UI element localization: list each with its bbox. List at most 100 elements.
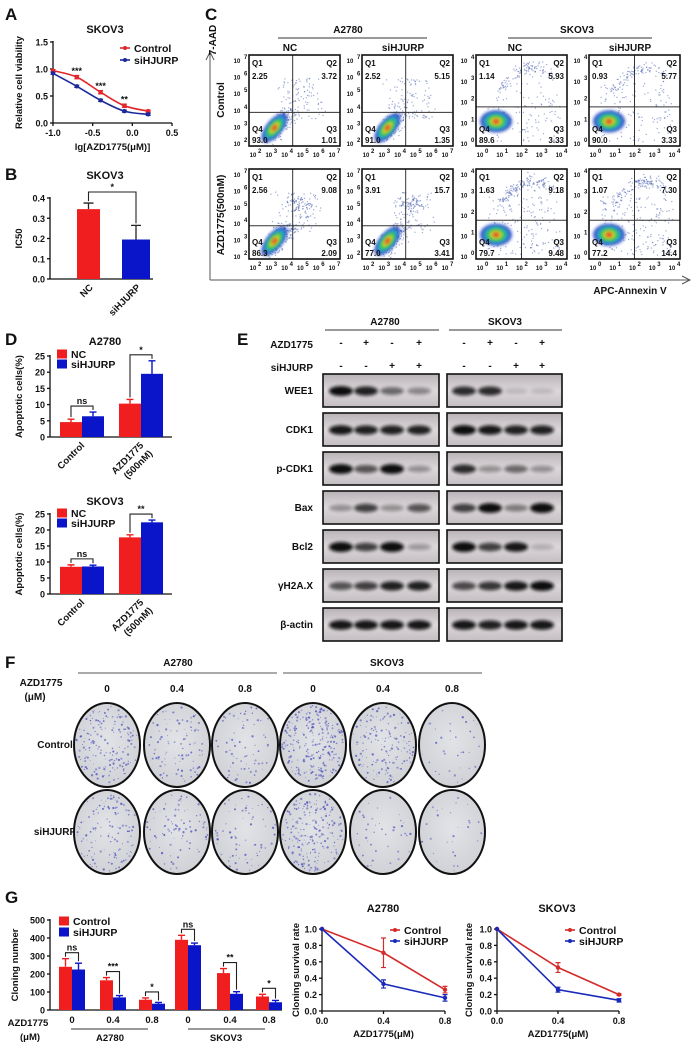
- event-dot: [641, 116, 643, 118]
- colony: [324, 721, 327, 724]
- colony: [315, 773, 318, 776]
- colony: [234, 836, 237, 839]
- colony: [205, 829, 207, 831]
- event-dot: [401, 229, 403, 232]
- event-dot: [615, 89, 617, 91]
- event-dot: [502, 85, 505, 87]
- colony: [321, 737, 323, 739]
- event-dot: [520, 253, 522, 255]
- event-dot: [380, 235, 382, 237]
- x-tick-base: 10: [297, 153, 304, 159]
- colony: [125, 763, 128, 766]
- event-dot: [519, 246, 521, 248]
- colony: [441, 709, 444, 712]
- colony: [107, 835, 110, 837]
- event-dot: [553, 188, 555, 190]
- event-dot: [500, 86, 502, 89]
- protein-band: [504, 504, 528, 512]
- y-tick-label: 0.2: [304, 990, 317, 1000]
- quadrant-name: Q3: [666, 125, 677, 134]
- event-dot: [515, 65, 517, 67]
- colony: [443, 752, 446, 755]
- event-dot: [408, 205, 410, 207]
- colony: [285, 824, 287, 826]
- event-dot: [401, 242, 403, 245]
- y-tick-base: 10: [347, 125, 354, 131]
- event-dot: [428, 117, 430, 120]
- event-dot: [611, 215, 613, 217]
- colony: [323, 862, 325, 864]
- y-tick-label: 0.4: [479, 974, 492, 984]
- x-tick-label: 0.0: [316, 1016, 329, 1026]
- colony: [111, 836, 113, 838]
- colony: [282, 747, 285, 750]
- significance-label: *: [150, 982, 154, 992]
- colony: [187, 754, 190, 756]
- y-axis-label: Cloning survival rate: [464, 923, 475, 1017]
- colony: [94, 730, 96, 733]
- x-tick-exponent: 4: [677, 149, 681, 155]
- colony: [193, 715, 196, 718]
- colony: [305, 724, 308, 727]
- event-dot: [631, 238, 633, 240]
- event-dot: [549, 105, 551, 107]
- culture-dish: [349, 702, 417, 788]
- colony: [249, 823, 253, 826]
- event-dot: [505, 190, 507, 192]
- event-dot: [289, 223, 291, 226]
- colony: [173, 711, 175, 713]
- group-label: A2780: [96, 1033, 124, 1044]
- event-dot: [609, 246, 611, 249]
- event-dot: [619, 107, 621, 110]
- colony: [318, 756, 321, 760]
- event-dot: [638, 245, 640, 248]
- colony: [384, 761, 387, 764]
- event-dot: [602, 209, 604, 211]
- event-dot: [291, 200, 293, 202]
- event-dot: [632, 224, 634, 226]
- event-dot: [393, 138, 395, 140]
- event-dot: [629, 71, 631, 73]
- colony: [80, 759, 82, 761]
- event-dot: [408, 81, 411, 83]
- event-dot: [394, 212, 396, 214]
- event-dot: [525, 105, 527, 107]
- event-dot: [527, 206, 529, 208]
- event-dot: [312, 194, 315, 196]
- colony: [333, 740, 336, 743]
- event-dot: [555, 245, 557, 248]
- colony: [321, 832, 323, 835]
- y-axis-label: 7-AAD: [208, 25, 219, 56]
- event-dot: [655, 222, 657, 224]
- x-axis-label: lg[AZD1775(μM)]: [75, 142, 150, 153]
- x-tick-exponent: 6: [434, 262, 438, 268]
- colony: [134, 759, 137, 761]
- colony: [403, 740, 405, 742]
- colony: [178, 799, 180, 802]
- event-dot: [611, 248, 613, 250]
- event-dot: [640, 66, 643, 68]
- event-dot: [383, 255, 385, 257]
- event-dot: [613, 199, 616, 201]
- colony: [163, 807, 166, 810]
- colony: [94, 829, 96, 831]
- event-dot: [536, 96, 538, 98]
- colony: [310, 802, 312, 804]
- colony: [446, 841, 448, 843]
- event-dot: [530, 115, 533, 117]
- colony: [302, 807, 304, 809]
- event-dot: [508, 204, 511, 206]
- colony: [164, 758, 166, 760]
- legend-marker: [123, 46, 127, 50]
- event-dot: [305, 212, 307, 215]
- colony: [90, 841, 92, 843]
- event-dot: [605, 203, 607, 205]
- event-dot: [290, 119, 292, 121]
- colony: [366, 731, 368, 733]
- colony: [452, 851, 454, 854]
- colony: [333, 822, 336, 825]
- event-dot: [604, 209, 606, 211]
- colony: [335, 849, 337, 851]
- event-dot: [658, 67, 660, 69]
- y-tick-exponent: 5: [357, 88, 361, 94]
